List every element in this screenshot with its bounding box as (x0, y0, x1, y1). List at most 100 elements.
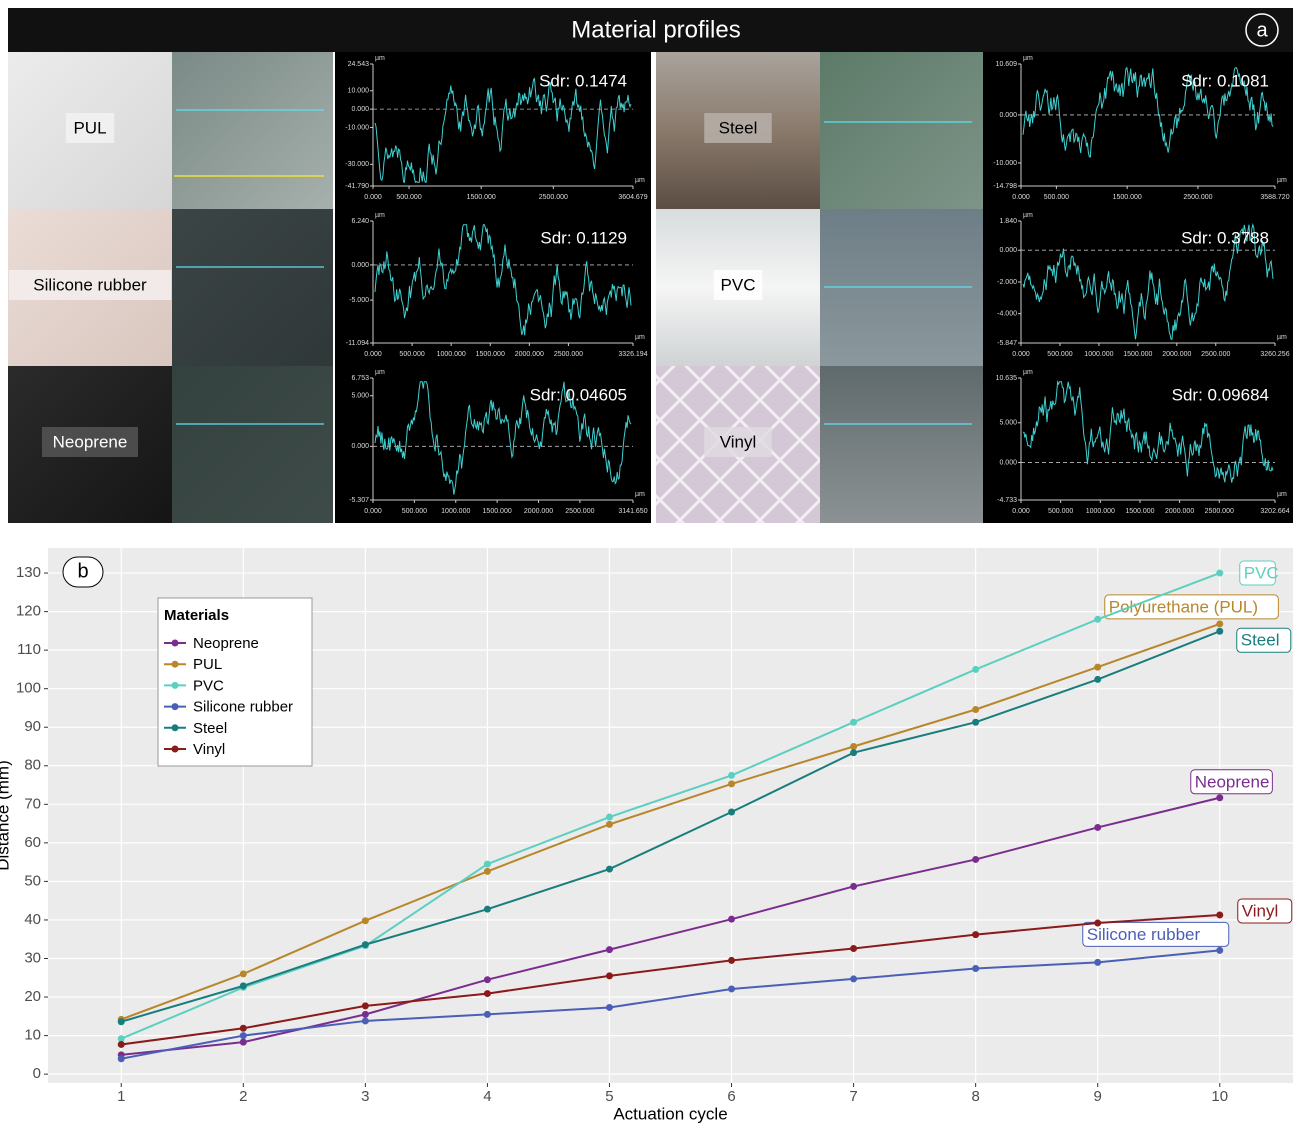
data-point (728, 956, 736, 964)
panel-badge (62, 556, 104, 588)
y-tick-label: 50 (24, 872, 41, 889)
profile-trace (374, 77, 632, 184)
profile-x-tick-label: 3604.679 (618, 194, 647, 201)
profile-unit: µm (375, 212, 385, 219)
x-tick-label: 2 (239, 1088, 247, 1105)
profile-y-tick-label: -4.000 (997, 311, 1017, 318)
x-tick-label: 9 (1094, 1088, 1102, 1105)
profile-x-tick-label: 1500.000 (1125, 508, 1154, 515)
legend-label: Vinyl (193, 741, 225, 758)
data-point (1094, 675, 1102, 683)
panel-badge (1245, 13, 1279, 47)
profile-y-tick-label: 0.000 (351, 106, 369, 113)
data-point (483, 860, 491, 868)
material-name: PVC (721, 275, 756, 294)
data-point (605, 865, 613, 873)
data-point (117, 1055, 125, 1063)
profile-y-tick-label: -5.307 (349, 497, 369, 504)
data-point (728, 985, 736, 993)
legend-swatch-dot (171, 639, 179, 647)
sdr-label: Sdr: 0.04605 (530, 385, 627, 404)
y-tick-label: 60 (24, 834, 41, 851)
profile-unit: µm (1023, 369, 1033, 376)
profile-x-tick-label: 2500.000 (565, 508, 594, 515)
profile-x-tick-label: 0.000 (364, 194, 382, 201)
data-point (850, 975, 858, 983)
data-point (850, 718, 858, 726)
data-point (605, 820, 613, 828)
material-label-box (8, 270, 172, 300)
data-point (239, 1024, 247, 1032)
data-point (728, 915, 736, 923)
profile-x-tick-label: 1500.000 (476, 351, 505, 358)
x-tick-label: 10 (1211, 1088, 1228, 1105)
profile-trace (374, 224, 632, 336)
end-label: Silicone rubber (1087, 925, 1201, 944)
profile-x-tick-label: 1000.000 (1084, 351, 1113, 358)
profile-x-tick-label: 500.000 (1047, 351, 1072, 358)
data-point (1094, 919, 1102, 927)
data-point (117, 1018, 125, 1026)
profile-unit: µm (1277, 177, 1287, 184)
profile-y-tick-label: 1.840 (999, 218, 1017, 225)
y-tick-label: 70 (24, 795, 41, 812)
series-line (120, 630, 1221, 1023)
y-tick-label: 120 (16, 603, 41, 620)
material-name: Neoprene (53, 432, 128, 451)
y-tick-label: 90 (24, 718, 41, 735)
data-point (239, 1032, 247, 1040)
x-tick-label: 3 (361, 1088, 369, 1105)
material-label-box (713, 270, 763, 300)
material-name: Vinyl (720, 432, 757, 451)
profile-x-tick-label: 0.000 (364, 508, 382, 515)
profile-y-tick-label: 0.000 (351, 443, 369, 450)
profile-x-tick-label: 2500.000 (1183, 194, 1212, 201)
profile-x-tick-label: 1500.000 (1113, 194, 1142, 201)
sdr-label: Sdr: 0.1474 (539, 71, 627, 90)
profile-y-tick-label: 10.635 (996, 375, 1018, 382)
legend-swatch-dot (171, 681, 179, 689)
legend-swatch-dot (171, 660, 179, 668)
profile-y-tick-label: -5.000 (349, 297, 369, 304)
data-point (850, 749, 858, 757)
profile-y-tick-label: -2.000 (997, 279, 1017, 286)
end-label: Polyurethane (PUL) (1109, 597, 1258, 616)
profile-trace (374, 381, 632, 495)
data-point (972, 665, 980, 673)
series-line (120, 622, 1221, 1021)
legend-swatch-dot (171, 745, 179, 753)
profile-x-tick-label: 1000.000 (441, 508, 470, 515)
data-point (483, 990, 491, 998)
profile-y-tick-label: -5.847 (997, 340, 1017, 347)
legend-title: Materials (164, 607, 229, 624)
end-label-box (1239, 560, 1276, 586)
sdr-label: Sdr: 0.1129 (540, 228, 627, 247)
profile-x-tick-label: 3202.664 (1260, 508, 1289, 515)
data-point (483, 867, 491, 875)
series-line (120, 572, 1221, 1040)
profile-x-tick-label: 500.000 (399, 351, 424, 358)
data-point (361, 1002, 369, 1010)
data-point (239, 1038, 247, 1046)
data-point (1216, 911, 1224, 919)
data-point (1216, 627, 1224, 635)
data-point (239, 970, 247, 978)
profile-unit: µm (1023, 55, 1033, 62)
profile-trace (1022, 66, 1274, 158)
data-point (1216, 794, 1224, 802)
end-label: Neoprene (1195, 772, 1270, 791)
x-axis-title: Actuation cycle (613, 1104, 727, 1123)
material-name: Silicone rubber (33, 275, 147, 294)
material-label-box (704, 113, 772, 143)
profile-y-tick-label: 24.543 (348, 61, 370, 68)
distance-chart: 0 10 20 30 40 50 60 70 80 90 100 110 120 130 1 2 3 4 5 6 7 8 9… (0, 548, 1293, 1123)
profile-x-tick-label: 2500.000 (1201, 351, 1230, 358)
profile-x-tick-label: 1500.000 (467, 194, 496, 201)
sdr-label: Sdr: 0.3788 (1181, 228, 1269, 247)
material-name: PUL (73, 118, 106, 137)
profile-unit: µm (1277, 491, 1287, 498)
profile-background (335, 209, 651, 366)
data-point (972, 855, 980, 863)
profile-x-tick-label: 0.000 (1012, 508, 1030, 515)
